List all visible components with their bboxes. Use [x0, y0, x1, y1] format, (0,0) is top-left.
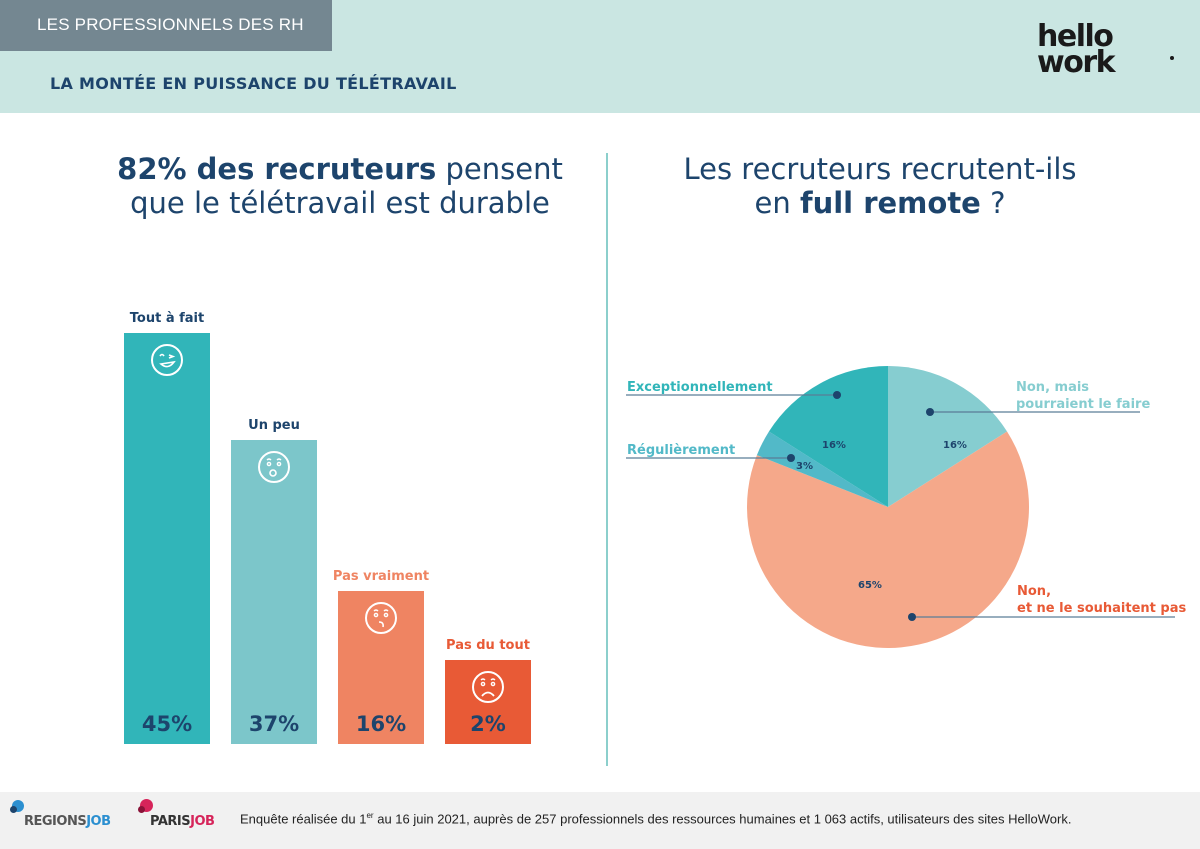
pie-label-line: Exceptionnellement [627, 380, 773, 395]
brand-suffix: JOB [86, 814, 111, 829]
footnote-sup: er [366, 811, 374, 820]
pie-category-label: Non, mais pourraient le faire [1016, 379, 1150, 413]
title-text: pensent [436, 152, 563, 186]
bar-value-label: 37% [248, 712, 300, 736]
pie-category-label: Exceptionnellement [627, 379, 773, 396]
leader-dot [833, 391, 841, 399]
page-title: LA MONTÉE EN PUISSANCE DU TÉLÉTRAVAIL [50, 74, 457, 93]
pie-label-line: Régulièrement [627, 443, 736, 458]
leader-dot [787, 454, 795, 462]
pie-slice-1 [888, 366, 1008, 507]
logo-dot [1170, 56, 1174, 60]
pie-value-label: 16% [822, 440, 846, 451]
bar-category-label: Tout à fait [129, 311, 205, 326]
bar-value-label: 45% [141, 712, 193, 736]
pie-label-line: et ne le souhaitent pas [1017, 601, 1187, 616]
pie-value-label: 3% [796, 461, 813, 472]
bar-value-label: 2% [470, 712, 506, 736]
bar-category-label: Pas du tout [446, 638, 530, 653]
confused-face-icon [365, 602, 397, 634]
leader-dot [926, 408, 934, 416]
logo-line-1: hello [1037, 19, 1114, 54]
bar-category-label: Pas vraiment [332, 569, 430, 584]
wink-face-icon [151, 344, 183, 376]
brand-suffix: JOB [190, 814, 215, 829]
title-highlight: 82% des recruteurs [117, 152, 437, 186]
pie-slice-2 [746, 431, 1029, 648]
pie-label-line: Non, [1017, 584, 1052, 599]
pie-value-label: 16% [943, 440, 967, 451]
brand-name: PARIS [150, 814, 191, 829]
pie-category-label: Non, et ne le souhaitent pas [1017, 583, 1186, 617]
survey-footnote: Enquête réalisée du 1er au 16 juin 2021,… [240, 811, 1071, 826]
sad-face-icon [472, 671, 504, 703]
title-line-1: Les recruteurs recrutent-ils [683, 152, 1077, 186]
regionsjob-logo: REGIONSJOB [24, 814, 111, 829]
title-post: ? [980, 186, 1006, 220]
parisjob-logo: PARISJOB [150, 814, 215, 829]
bar-value-label: 16% [355, 712, 407, 736]
pie-slice-3 [756, 431, 888, 507]
bar-1 [124, 333, 210, 744]
bar-2 [231, 440, 317, 744]
pie-category-label: Régulièrement [627, 442, 735, 459]
pie-chart-title: Les recruteurs recrutent-ils en full rem… [640, 152, 1120, 220]
title-pre: en [754, 186, 800, 220]
pie-label-line: pourraient le faire [1016, 397, 1151, 412]
footer [0, 792, 1200, 849]
pie-value-label: 65% [858, 580, 882, 591]
logo-line-2: work [1037, 45, 1116, 80]
bar-category-label: Un peu [248, 418, 300, 433]
footnote-post: au 16 juin 2021, auprès de 257 professio… [373, 811, 1072, 827]
hellowork-logo: hello work [1037, 19, 1177, 84]
pie-slice-4 [768, 366, 888, 507]
parisjob-bubble-small-icon [138, 806, 145, 813]
brand-name: REGIONS [24, 814, 87, 829]
pie-label-line: Non, mais [1016, 380, 1090, 395]
title-line-2: que le télétravail est durable [130, 186, 550, 220]
category-tab: LES PROFESSIONNELS DES RH [0, 0, 332, 51]
bar-chart-title: 82% des recruteurs pensent que le télétr… [100, 152, 580, 220]
vertical-divider [606, 153, 608, 766]
surprised-face-icon [258, 451, 290, 483]
regionsjob-bubble-small-icon [10, 806, 17, 813]
leader-dot [908, 613, 916, 621]
header-band: LES PROFESSIONNELS DES RH LA MONTÉE EN P… [0, 0, 1200, 113]
footnote-pre: Enquête réalisée du 1 [240, 811, 367, 827]
title-highlight: full remote [799, 186, 981, 220]
bar-3 [338, 591, 424, 744]
